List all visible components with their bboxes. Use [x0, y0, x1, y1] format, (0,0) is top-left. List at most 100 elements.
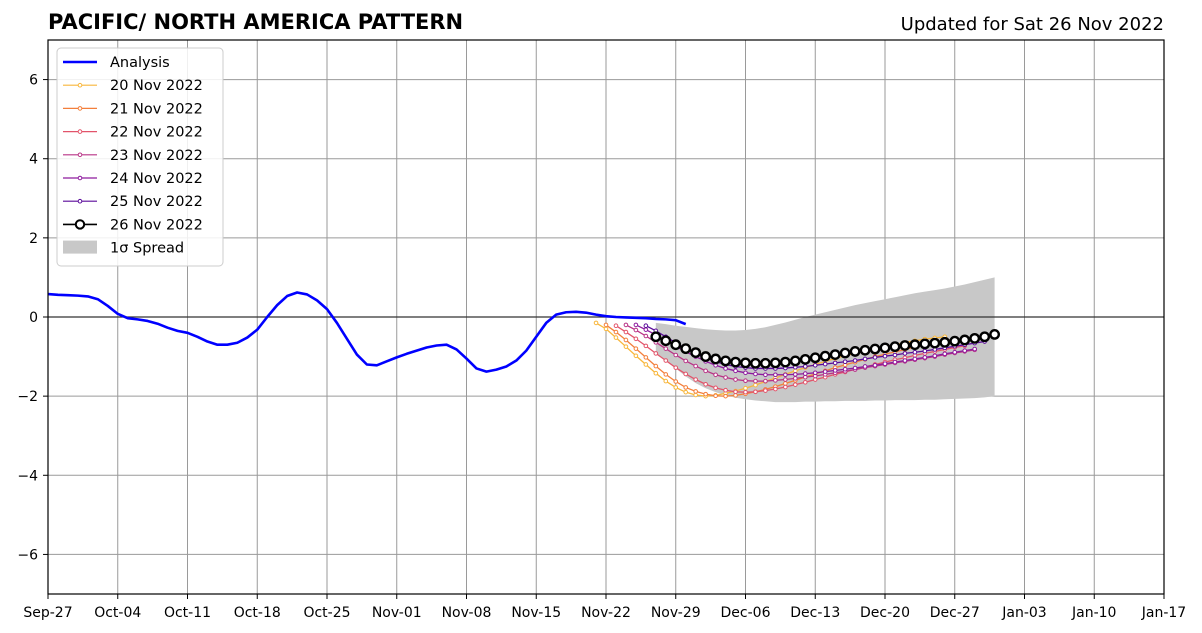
forecast-point — [812, 362, 818, 368]
y-tick-label: −2 — [17, 389, 38, 405]
x-tick-label: Nov-01 — [372, 605, 422, 621]
x-tick-label: Sep-27 — [23, 605, 72, 621]
forecast-point — [743, 370, 748, 376]
x-tick-label: Oct-11 — [164, 605, 211, 621]
forecast-point — [822, 369, 828, 374]
forecast-point — [972, 346, 977, 352]
forecast-point — [869, 343, 881, 355]
forecast-point — [723, 375, 728, 380]
forecast-point — [773, 372, 778, 378]
forecast-point — [862, 364, 868, 369]
forecast-point — [793, 376, 798, 381]
forecast-point — [643, 343, 649, 349]
forecast-point — [713, 372, 718, 378]
x-tick-label: Oct-18 — [234, 605, 281, 621]
forecast-point — [793, 368, 798, 374]
forecast-point — [979, 331, 991, 343]
forecast-point — [653, 351, 659, 356]
x-tick-label: Dec-27 — [930, 605, 980, 621]
forecast-point — [799, 353, 811, 365]
x-tick-label: Nov-22 — [581, 605, 631, 621]
forecast-point — [743, 389, 748, 395]
legend-swatch-marker — [77, 152, 83, 158]
y-tick-label: 2 — [29, 231, 38, 247]
forecast-point — [683, 371, 689, 377]
forecast-point — [902, 358, 908, 363]
forecast-point — [793, 372, 798, 377]
forecast-point — [909, 339, 921, 351]
forecast-point — [693, 392, 698, 398]
legend-swatch-marker — [77, 106, 83, 111]
forecast-point — [783, 384, 788, 390]
forecast-point — [932, 353, 938, 359]
forecast-point — [939, 336, 951, 348]
forecast-point — [912, 356, 918, 362]
forecast-point — [663, 358, 669, 363]
forecast-point — [882, 353, 888, 359]
y-tick-label: 6 — [29, 73, 38, 89]
forecast-point — [663, 372, 669, 377]
chart-subtitle: Updated for Sat 26 Nov 2022 — [901, 14, 1164, 35]
forecast-point — [783, 377, 788, 382]
forecast-point — [753, 378, 758, 384]
forecast-point — [613, 335, 619, 340]
forecast-point — [593, 320, 599, 326]
chart-title: PACIFIC/ NORTH AMERICA PATTERN — [48, 10, 463, 34]
forecast-point — [852, 365, 858, 371]
forecast-point — [832, 360, 838, 366]
forecast-point — [892, 352, 898, 358]
x-tick-label: Dec-06 — [721, 605, 771, 621]
forecast-point — [783, 372, 788, 378]
forecast-point — [912, 349, 918, 355]
analysis-line — [47, 291, 687, 373]
analysis-series — [47, 291, 687, 373]
forecast-point — [700, 351, 712, 362]
forecast-point — [919, 338, 931, 350]
forecast-point — [902, 351, 908, 356]
forecast-point — [673, 379, 679, 384]
forecast-point — [773, 386, 778, 392]
forecast-point — [763, 388, 768, 393]
forecast-series — [593, 320, 1001, 399]
forecast-point — [693, 363, 698, 369]
x-tick-label: Jan-17 — [1141, 605, 1186, 621]
forecast-point — [839, 347, 851, 359]
x-tick-label: Nov-29 — [651, 605, 701, 621]
legend: Analysis 20 Nov 2022 21 Nov 2022 22 Nov 202… — [56, 47, 224, 267]
legend-box — [56, 47, 224, 267]
y-tick-label: 4 — [29, 152, 38, 168]
forecast-point — [802, 364, 808, 369]
forecast-point — [730, 356, 741, 368]
forecast-point — [989, 329, 1001, 340]
legend-swatch-marker — [77, 175, 83, 181]
legend-label: Analysis — [110, 55, 170, 71]
forecast-point — [643, 333, 649, 339]
forecast-point — [763, 378, 768, 384]
forecast-point — [643, 362, 649, 367]
forecast-point — [942, 351, 948, 357]
forecast-point — [660, 335, 672, 347]
forecast-point — [653, 370, 659, 376]
x-tick-label: Dec-20 — [860, 605, 910, 621]
forecast-point — [633, 327, 639, 333]
forecast-point — [603, 326, 609, 332]
forecast-point — [633, 346, 639, 351]
forecast-point — [849, 346, 861, 357]
forecast-point — [753, 382, 758, 388]
forecast-point — [793, 382, 798, 387]
forecast-point — [872, 362, 878, 368]
forecast-point — [802, 379, 808, 385]
forecast-point — [633, 353, 639, 359]
forecast-point — [743, 378, 748, 384]
forecast-point — [663, 346, 669, 351]
forecast-point — [723, 366, 728, 371]
spread-band — [655, 277, 995, 403]
forecast-point — [733, 377, 738, 382]
forecast-point — [922, 355, 928, 360]
legend-swatch-marker — [77, 129, 83, 134]
x-tick-label: Nov-15 — [511, 605, 561, 621]
forecast-point — [889, 341, 901, 353]
x-tick-label: Dec-13 — [790, 605, 840, 621]
forecast-point — [723, 393, 728, 399]
